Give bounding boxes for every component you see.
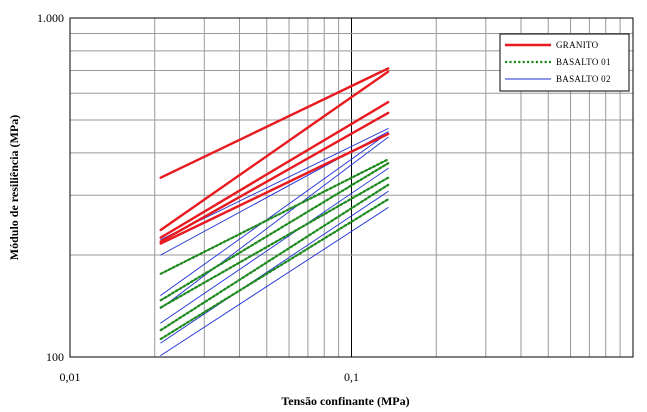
y-tick-label: 100 (46, 350, 64, 364)
legend: GRANITO BASALTO 01 BASALTO 02 (500, 34, 629, 91)
legend-label: BASALTO 01 (556, 57, 611, 67)
x-tick-label: 0,1 (344, 370, 359, 384)
legend-label: GRANITO (556, 40, 599, 50)
y-tick-label: 1.000 (37, 11, 64, 25)
legend-label: BASALTO 02 (556, 74, 611, 84)
x-tick-label: 0,01 (60, 370, 81, 384)
y-axis-title: Módulo de resiliência (MPa) (7, 115, 21, 260)
x-axis-title: Tensão confinante (MPa) (281, 394, 409, 408)
